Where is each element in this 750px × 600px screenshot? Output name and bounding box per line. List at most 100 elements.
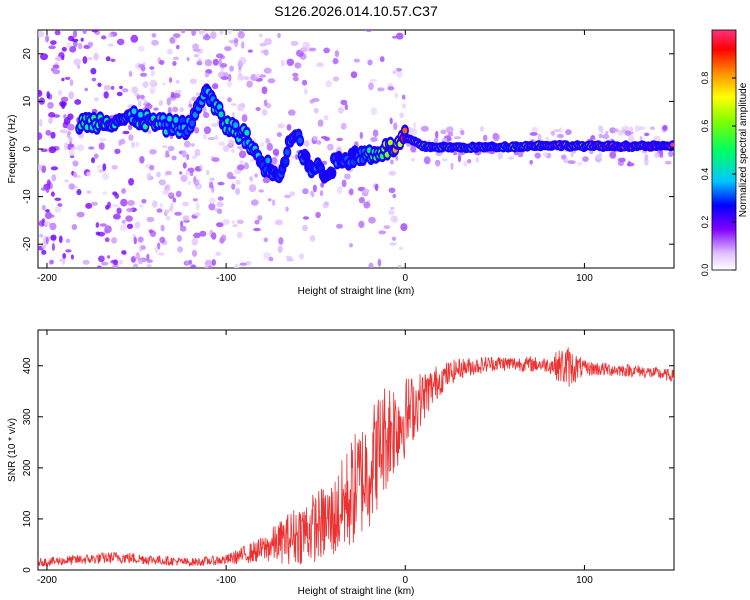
spectrogram-noise-cell — [260, 142, 265, 148]
x-tick-label: 0 — [402, 575, 408, 586]
spectrogram-noise-cell — [50, 234, 57, 241]
spectrogram-ridge-cell — [233, 122, 239, 129]
spectrogram-noise-cell — [80, 37, 84, 42]
spectrogram-noise-cell — [116, 91, 123, 97]
spectrogram-noise-cell — [467, 159, 472, 164]
spectrogram-noise-cell — [134, 221, 141, 229]
spectrogram-noise-cell — [58, 235, 63, 244]
spectrogram-noise-cell — [662, 124, 668, 131]
spectrogram-noise-cell — [245, 260, 252, 266]
spectrogram-noise-cell — [309, 190, 314, 196]
spectrogram-noise-cell — [411, 158, 415, 162]
spectrogram-noise-cell — [407, 126, 414, 134]
spectrogram-noise-cell — [137, 236, 144, 243]
spectrogram-noise-cell — [624, 130, 632, 137]
spectrogram-ridge-cell — [387, 139, 393, 146]
spectrogram-noise-cell — [167, 48, 173, 55]
y-tick-label: 300 — [22, 408, 33, 425]
spectrogram-noise-cell — [216, 208, 223, 215]
spectrogram-noise-cell — [246, 80, 253, 88]
spectrogram-noise-cell — [68, 148, 76, 157]
spectrogram-noise-cell — [340, 122, 347, 130]
spectrogram-noise-cell — [542, 151, 548, 158]
spectrogram-noise-cell — [68, 91, 75, 100]
spectrogram-noise-cell — [140, 245, 146, 251]
spectrogram-noise-cell — [186, 57, 190, 62]
colorbar-tick-label: 0.0 — [700, 264, 710, 277]
spectrogram-ridge-cell — [284, 149, 290, 156]
spectrogram-noise-cell — [387, 86, 395, 91]
spectrogram-noise-cell — [68, 183, 75, 190]
spectrogram-noise-cell — [390, 206, 395, 210]
spectrogram-noise-cell — [85, 202, 93, 209]
spectrogram-noise-cell — [388, 187, 396, 194]
spectrogram-noise-cell — [344, 173, 351, 180]
spectrogram-noise-cell — [199, 230, 207, 237]
spectrogram-noise-cell — [263, 99, 268, 107]
spectrogram-noise-cell — [73, 58, 82, 66]
spectrogram-noise-cell — [38, 90, 43, 97]
spectrogram-noise-cell — [340, 99, 348, 105]
spectrogram-noise-cell — [258, 33, 263, 38]
spectrogram-noise-cell — [166, 97, 171, 106]
spectrogram-noise-cell — [316, 62, 324, 68]
spectrogram-noise-cell — [91, 30, 99, 33]
spectrogram-noise-cell — [349, 243, 353, 248]
spectrogram-noise-cell — [367, 59, 373, 66]
spectrogram-noise-cell — [350, 71, 358, 79]
spectrogram-noise-cell — [289, 191, 296, 197]
spectrogram-noise-cell — [211, 259, 216, 266]
spectrogram-noise-cell — [65, 238, 71, 243]
spectrogram-noise-cell — [388, 210, 395, 215]
x-tick-label: 100 — [576, 273, 593, 284]
spectrogram-noise-cell — [188, 103, 193, 108]
spectrogram-noise-cell — [57, 203, 63, 207]
spectrogram-noise-cell — [172, 197, 177, 203]
spectrogram-noise-cell — [137, 100, 142, 108]
spectrogram-noise-cell — [160, 224, 165, 232]
spectrogram-noise-cell — [394, 92, 399, 99]
spectrogram-noise-cell — [194, 148, 201, 157]
spectrogram-noise-cell — [447, 132, 454, 137]
spectrogram-noise-cell — [104, 225, 112, 234]
spectrogram-noise-cell — [609, 151, 617, 159]
spectrogram-noise-cell — [370, 137, 378, 142]
spectrogram-noise-cell — [50, 166, 59, 171]
spectrogram-noise-cell — [186, 153, 190, 161]
spectrogram-noise-cell — [52, 69, 61, 75]
spectrogram-noise-cell — [112, 191, 118, 196]
spectrogram-noise-cell — [453, 151, 458, 156]
spectrogram-noise-cell — [150, 69, 155, 77]
spectrogram-noise-cell — [224, 46, 232, 52]
spectrogram-noise-cell — [390, 159, 394, 165]
spectrogram-noise-cell — [517, 152, 524, 158]
spectrogram-noise-cell — [435, 161, 440, 168]
spectrogram-noise-cell — [191, 249, 198, 257]
spectrogram-noise-cell — [290, 40, 299, 47]
spectrogram-noise-cell — [165, 170, 172, 176]
spectrogram-noise-cell — [628, 134, 635, 143]
spectrogram-noise-cell — [108, 33, 113, 38]
spectrogram-noise-cell — [50, 131, 56, 139]
spectrogram-noise-cell — [66, 123, 75, 131]
spectrogram-noise-cell — [529, 132, 538, 136]
y-tick-label: 100 — [22, 510, 33, 527]
spectrogram-noise-cell — [69, 79, 74, 87]
colorbar-tick-label: 0.2 — [700, 216, 710, 229]
spectrogram-noise-cell — [285, 255, 293, 260]
spectrogram-noise-cell — [59, 100, 67, 107]
spectrogram-noise-cell — [218, 141, 225, 147]
y-tick-label: 0 — [22, 567, 33, 573]
spectrogram-noise-cell — [94, 97, 99, 102]
spectrogram-noise-cell — [179, 225, 187, 232]
spectrogram-noise-cell — [220, 76, 229, 80]
spectrogram-noise-cell — [303, 88, 308, 95]
spectrogram-noise-cell — [567, 160, 576, 165]
spectrogram-ridge-cell — [167, 115, 172, 122]
spectrogram-noise-cell — [228, 73, 232, 82]
spectrogram-noise-cell — [413, 122, 417, 129]
spectrogram-noise-cell — [295, 153, 298, 160]
spectrogram-noise-cell — [126, 223, 134, 229]
spectrogram-y-ticks: -20 -10 0 10 20 — [22, 48, 674, 251]
